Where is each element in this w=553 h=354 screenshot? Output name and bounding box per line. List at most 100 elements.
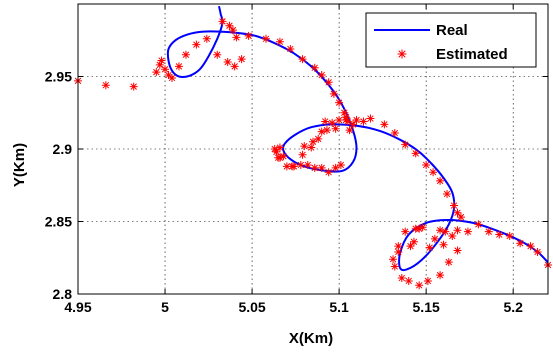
estimated-point [448, 232, 457, 240]
estimated-point [161, 65, 170, 74]
estimated-point [321, 117, 330, 126]
estimated-point [310, 163, 319, 172]
estimated-point [225, 21, 234, 30]
estimated-point [516, 239, 525, 248]
estimated-point [411, 224, 420, 233]
estimated-point [453, 208, 462, 217]
estimated-point [456, 213, 465, 222]
estimated-point [272, 147, 281, 156]
estimated-point [218, 17, 227, 26]
estimated-point [275, 37, 284, 46]
legend-estimated-marker [397, 49, 407, 59]
estimated-point [453, 226, 462, 235]
estimated-point [230, 62, 239, 71]
estimated-point [349, 120, 358, 129]
estimated-point [441, 227, 450, 236]
y-tick-label: 2.85 [45, 214, 72, 230]
estimated-point [322, 126, 331, 135]
y-tick-label: 2.9 [53, 141, 73, 157]
estimated-point [335, 116, 344, 124]
estimated-point [526, 242, 535, 251]
legend-box [365, 12, 537, 68]
estimated-point [404, 276, 413, 285]
estimated-point [359, 117, 368, 126]
estimated-point [429, 168, 438, 177]
y-axis-label: Y(Km) [11, 143, 28, 187]
estimated-point [296, 160, 305, 169]
estimated-point [495, 230, 504, 239]
estimated-point [336, 160, 345, 169]
estimated-point [474, 220, 483, 229]
estimated-point [101, 81, 110, 90]
estimated-point [317, 71, 326, 80]
estimated-point [279, 152, 288, 161]
estimated-point [335, 98, 344, 107]
estimated-point [223, 58, 232, 66]
x-tick-label: 5.2 [503, 299, 523, 315]
estimated-point [401, 140, 410, 149]
x-tick-label: 5.1 [329, 299, 349, 315]
estimated-point [430, 234, 439, 243]
estimated-point [275, 153, 284, 162]
x-tick-label: 4.95 [64, 299, 91, 315]
legend: Real Estimated [365, 12, 537, 68]
estimated-point [380, 120, 389, 129]
estimated-point [394, 247, 403, 256]
estimated-point [533, 247, 542, 256]
estimated-point [309, 137, 317, 146]
estimated-point [345, 126, 354, 135]
estimated-point [390, 129, 399, 138]
x-tick-labels: 4.95 5 5.05 5.1 5.15 5.2 [64, 299, 523, 315]
estimated-point [270, 145, 279, 153]
estimated-point [192, 40, 201, 49]
estimated-point [453, 246, 462, 255]
ticks [77, 4, 548, 295]
estimated-point [366, 114, 375, 123]
estimated-point [152, 68, 161, 77]
estimated-point [409, 237, 418, 246]
estimated-point [450, 201, 458, 210]
estimated-point [164, 71, 173, 80]
y-tick-labels: 2.8 2.85 2.9 2.95 [45, 69, 72, 303]
estimated-point [340, 108, 349, 117]
legend-real-label: Real [436, 22, 468, 39]
estimated-point [444, 258, 453, 267]
estimated-point [390, 262, 399, 271]
estimated-point [157, 56, 166, 65]
estimated-point [168, 73, 176, 82]
estimated-point [505, 232, 514, 240]
estimated-point [331, 163, 340, 172]
estimated-point [352, 116, 361, 124]
estimated-point [286, 44, 295, 53]
estimated-point [328, 118, 337, 127]
estimated-point [303, 160, 312, 169]
real-series [166, 5, 548, 272]
estimated-point [436, 176, 445, 185]
estimated-point [425, 243, 434, 252]
estimated-point [232, 33, 241, 42]
legend-estimated-label: Estimated [436, 46, 508, 63]
estimated-point [174, 62, 183, 71]
estimated-point [298, 55, 307, 64]
estimated-point [443, 189, 452, 198]
estimated-point [389, 255, 398, 264]
x-tick-label: 5.15 [413, 299, 440, 315]
real-line [166, 5, 548, 272]
estimated-point [422, 160, 431, 169]
estimated-point [415, 281, 424, 290]
y-tick-label: 2.95 [45, 69, 72, 85]
estimated-point [300, 142, 309, 151]
y-tick-label: 2.8 [53, 286, 73, 302]
x-tick-label: 5.05 [238, 299, 265, 315]
estimated-point [436, 226, 445, 235]
estimated-point [237, 55, 246, 64]
estimated-point [244, 31, 253, 40]
estimated-point [155, 60, 164, 69]
estimated-point [275, 143, 284, 152]
estimated-point [262, 34, 270, 43]
estimated-point [314, 134, 323, 143]
estimated-series [74, 17, 552, 290]
estimated-point [307, 143, 316, 152]
